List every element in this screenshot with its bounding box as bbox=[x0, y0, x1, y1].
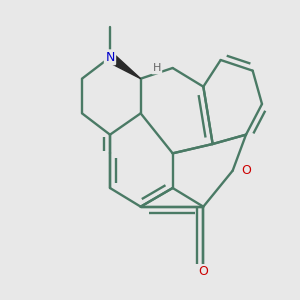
Text: N: N bbox=[105, 51, 115, 64]
Text: O: O bbox=[241, 164, 251, 177]
Text: H: H bbox=[152, 63, 161, 73]
Polygon shape bbox=[107, 53, 141, 79]
Text: O: O bbox=[198, 266, 208, 278]
